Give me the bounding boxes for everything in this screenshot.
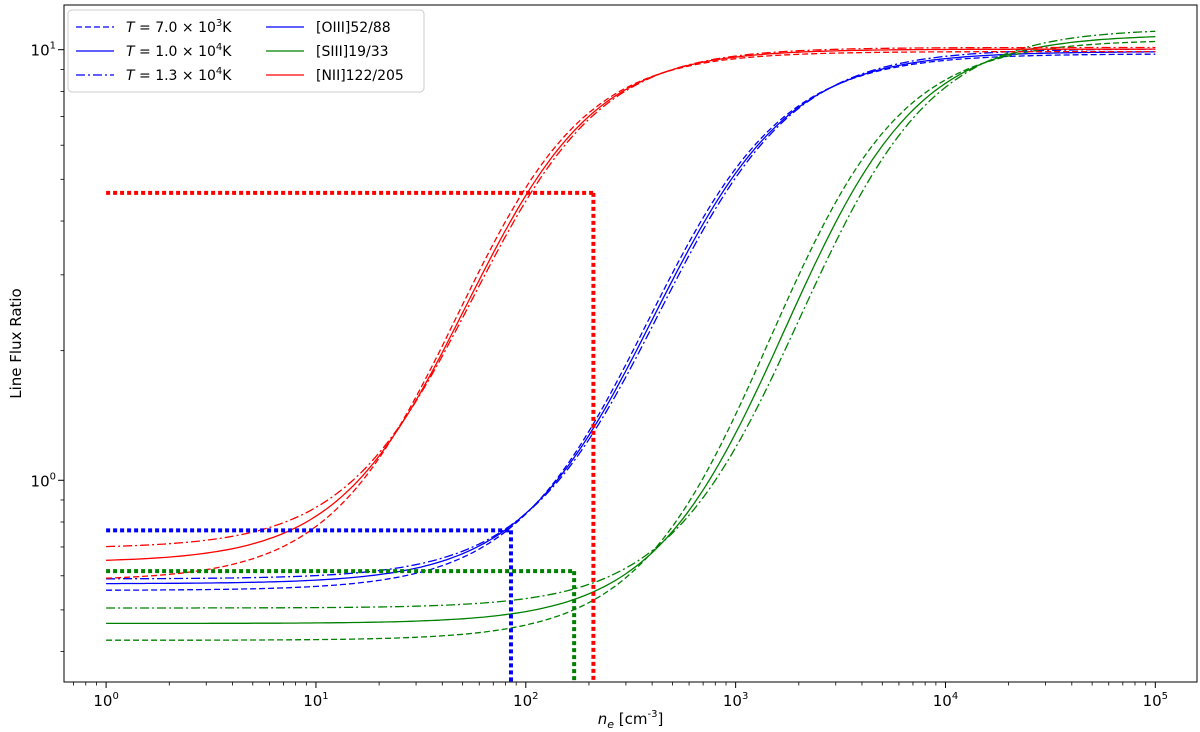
x-tick-label-4: 104 [933, 691, 958, 710]
series-line-6 [106, 50, 1156, 579]
x-tick-label-0: 100 [93, 691, 118, 710]
series-line-3 [106, 40, 1156, 641]
tick-layer: 100 101 102 103 104 105 100 101 [31, 41, 1169, 710]
x-tick-label-1: 101 [303, 691, 328, 710]
legend-line-0-label: [OIII]52/88 [316, 20, 391, 36]
legend-style-2-label: T = 1.3 × 104K [126, 66, 232, 84]
series-line-5 [106, 30, 1156, 609]
x-axis-label: ne [cm-3] [598, 709, 664, 731]
series-line-7 [106, 48, 1156, 561]
series-line-4 [106, 36, 1156, 625]
y-tick-label-0: 100 [31, 471, 56, 490]
legend: T = 7.0 × 103K T = 1.0 × 104K T = 1.3 × 10… [67, 9, 425, 93]
y-axis-label: Line Flux Ratio [7, 288, 25, 399]
series-line-8 [106, 46, 1156, 548]
legend-style-0-label: T = 7.0 × 103K [126, 18, 232, 36]
series-line-0 [106, 53, 1156, 591]
y-tick-label-1: 101 [31, 41, 56, 60]
plot-area: 100 101 102 103 104 105 100 101 [31, 4, 1198, 710]
x-tick-label-5: 105 [1143, 691, 1168, 710]
legend-line-2-label: [NII]122/205 [316, 68, 404, 84]
series-layer [106, 30, 1156, 641]
legend-style-1-label: T = 1.0 × 104K [126, 42, 232, 60]
axes-frame [63, 4, 1198, 683]
series-line-1 [106, 51, 1156, 585]
legend-box [67, 9, 425, 93]
legend-line-1-label: [SIII]19/33 [316, 44, 389, 60]
series-line-2 [106, 48, 1156, 580]
x-tick-label-3: 103 [723, 691, 748, 710]
x-tick-label-2: 102 [513, 691, 538, 710]
guide-layer [106, 190, 596, 682]
